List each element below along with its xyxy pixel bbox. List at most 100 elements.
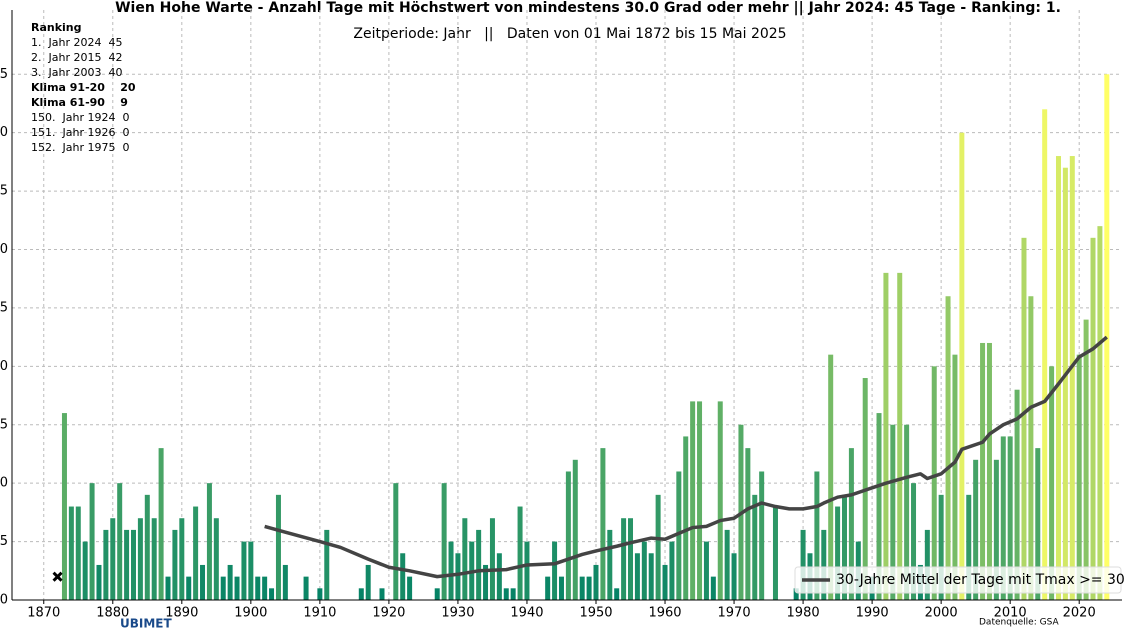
bar [800, 529, 806, 600]
bar [924, 529, 930, 600]
bar [158, 448, 164, 600]
bar [441, 483, 447, 600]
y-tick-label: 20 [0, 359, 8, 374]
bar [1021, 237, 1027, 600]
bar [883, 272, 889, 600]
bar [1055, 156, 1061, 600]
x-tick-label: 2020 [1063, 606, 1096, 621]
bar [179, 518, 185, 600]
bar [959, 132, 965, 600]
bar [655, 494, 661, 600]
bar [1069, 156, 1075, 600]
bar [814, 471, 820, 600]
bar [476, 529, 482, 600]
bar [897, 272, 903, 600]
bar [607, 529, 613, 600]
x-tick-label: 2000 [925, 606, 958, 621]
bar [986, 342, 992, 600]
bar [234, 576, 240, 600]
x-tick-label: 1870 [27, 606, 60, 621]
bar [96, 564, 102, 600]
x-tick-label: 1880 [96, 606, 129, 621]
bar [621, 518, 627, 600]
bar [724, 529, 730, 600]
bar [1062, 167, 1068, 600]
bar [448, 541, 454, 600]
subtitle: Zeitperiode: Jahr || Daten von 01 Mai 18… [353, 26, 786, 42]
bar [483, 564, 489, 600]
x-tick-label: 1970 [718, 606, 751, 621]
bar [324, 529, 330, 600]
bar [517, 506, 523, 600]
bar [821, 529, 827, 600]
bar [1076, 354, 1082, 600]
y-tick-label: 40 [0, 125, 8, 140]
bar [130, 529, 136, 600]
bar [552, 541, 558, 600]
bar [1090, 237, 1096, 600]
bar [282, 564, 288, 600]
bar [634, 553, 640, 600]
ranking-line: 152. Jahr 1975 0 [31, 141, 129, 154]
bar [545, 576, 551, 600]
bar [793, 588, 799, 600]
bar [717, 401, 723, 600]
bar [524, 541, 530, 600]
bar [489, 518, 495, 600]
bar [1007, 436, 1013, 600]
bar [876, 413, 882, 600]
bar [993, 459, 999, 600]
bar [144, 494, 150, 600]
bar [579, 576, 585, 600]
bar [593, 564, 599, 600]
bar [407, 576, 413, 600]
bar [904, 424, 910, 600]
ranking-line: 1. Jahr 2024 45 [31, 36, 122, 49]
bar [697, 401, 703, 600]
bar [358, 588, 364, 600]
bar [1083, 319, 1089, 600]
bar [434, 588, 440, 600]
ranking-line: Ranking [31, 21, 82, 34]
bar [848, 448, 854, 600]
bar [669, 541, 675, 600]
bar [938, 494, 944, 600]
bar [710, 576, 716, 600]
bar [68, 506, 74, 600]
bar [628, 518, 634, 600]
bar [980, 342, 986, 600]
bar [151, 518, 157, 600]
bar [303, 576, 309, 600]
bar [269, 588, 275, 600]
missing-marker [52, 571, 63, 582]
bar [1000, 436, 1006, 600]
bar [262, 576, 268, 600]
bar [890, 424, 896, 600]
bar [1104, 74, 1110, 600]
bar [400, 553, 406, 600]
y-tick-label: 30 [0, 242, 8, 257]
bar [503, 588, 509, 600]
bar [255, 576, 261, 600]
x-tick-label: 1900 [234, 606, 267, 621]
ranking-line: 150. Jahr 1924 0 [31, 111, 129, 124]
bar [75, 506, 81, 600]
ranking-line: Klima 61-90 9 [31, 96, 128, 109]
bar [200, 564, 206, 600]
bar [455, 553, 461, 600]
bar [690, 401, 696, 600]
bar [82, 541, 88, 600]
x-tick-label: 1920 [372, 606, 405, 621]
bar [945, 296, 951, 600]
moving-average [264, 335, 1108, 579]
y-tick-label: 5 [0, 534, 8, 549]
bar [1028, 296, 1034, 600]
bar [165, 576, 171, 600]
x-tick-label: 1910 [303, 606, 336, 621]
bar [600, 448, 606, 600]
bar [703, 541, 709, 600]
bar [952, 354, 958, 600]
bar [462, 518, 468, 600]
bar [641, 541, 647, 600]
bar [683, 436, 689, 600]
